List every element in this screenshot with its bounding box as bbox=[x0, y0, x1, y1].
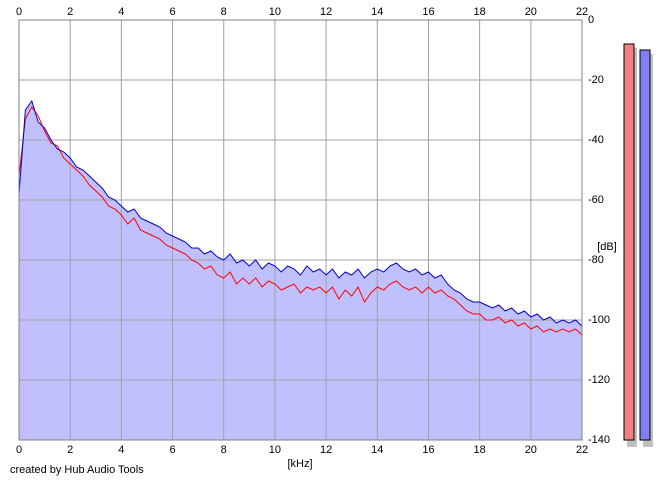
y-tick-label: -120 bbox=[588, 374, 610, 386]
x-tick-label: 10 bbox=[269, 444, 281, 456]
x-tick-label: 2 bbox=[67, 6, 73, 18]
y-tick-label: -140 bbox=[588, 434, 610, 446]
y-tick-label: -40 bbox=[588, 134, 604, 146]
x-tick-label: 18 bbox=[474, 444, 486, 456]
x-tick-label: 8 bbox=[221, 444, 227, 456]
line bbox=[18, 99, 583, 327]
x-tick-label: 0 bbox=[16, 6, 22, 18]
y-tick-label: -100 bbox=[588, 314, 610, 326]
x-tick-label: 18 bbox=[474, 6, 486, 18]
y-tick-label: -60 bbox=[588, 194, 604, 206]
x-tick-label: 14 bbox=[371, 6, 383, 18]
x-tick-label: 4 bbox=[118, 6, 124, 18]
y-tick-label: -20 bbox=[588, 74, 604, 86]
x-tick-label: 0 bbox=[16, 444, 22, 456]
x-axis-label: [kHz] bbox=[287, 458, 312, 470]
y-axis-label: [dB] bbox=[597, 241, 617, 253]
x-tick-label: 20 bbox=[525, 444, 537, 456]
level-meter bbox=[623, 43, 635, 441]
x-tick-label: 22 bbox=[576, 6, 588, 18]
x-tick-label: 16 bbox=[422, 6, 434, 18]
x-tick-label: 6 bbox=[169, 6, 175, 18]
x-tick-label: 2 bbox=[67, 444, 73, 456]
line bbox=[18, 106, 583, 336]
x-tick-label: 22 bbox=[576, 444, 588, 456]
x-tick-label: 20 bbox=[525, 6, 537, 18]
level-meter bbox=[639, 49, 651, 441]
x-tick-label: 12 bbox=[320, 6, 332, 18]
x-tick-label: 16 bbox=[422, 444, 434, 456]
x-tick-label: 12 bbox=[320, 444, 332, 456]
x-tick-label: 8 bbox=[221, 6, 227, 18]
x-tick-label: 14 bbox=[371, 444, 383, 456]
y-tick-label: -80 bbox=[588, 254, 604, 266]
footer: created by Hub Audio Tools bbox=[10, 464, 144, 476]
x-tick-label: 4 bbox=[118, 444, 124, 456]
x-tick-label: 6 bbox=[169, 444, 175, 456]
y-tick-label: 0 bbox=[588, 14, 594, 26]
plot-border bbox=[18, 19, 583, 441]
area bbox=[19, 101, 582, 440]
x-tick-label: 10 bbox=[269, 6, 281, 18]
